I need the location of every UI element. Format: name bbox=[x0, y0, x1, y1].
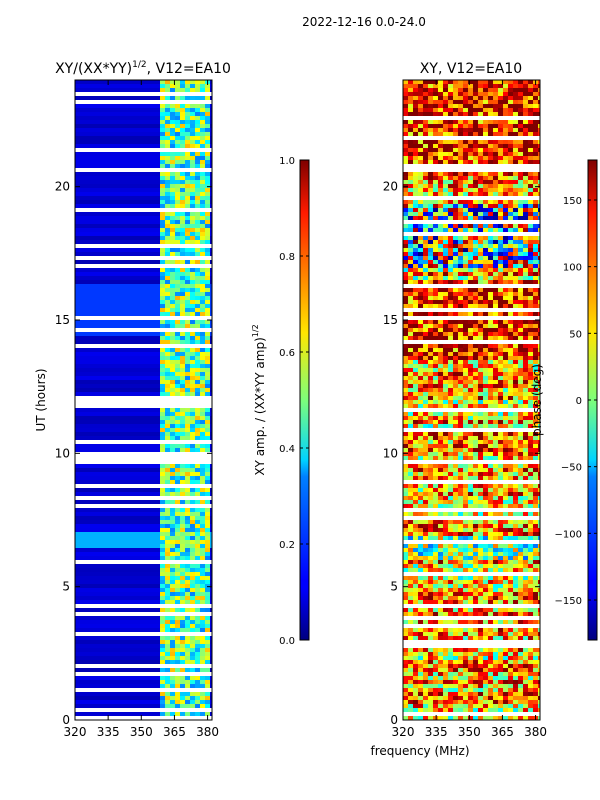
phase-colorbar-label: phase (deg) bbox=[530, 364, 544, 436]
y-tick-label: 0 bbox=[62, 713, 70, 727]
colorbar-tick-label: 1.0 bbox=[279, 156, 295, 167]
frequency-xlabel: frequency (MHz) bbox=[370, 744, 469, 758]
amplitude-colorbar-label: XY amp. / (XX*YY amp)1/2 bbox=[251, 324, 267, 475]
phase-panel: XY, V12=EA10 320 335 350 365 380 0 5 10 15 20 fre… bbox=[370, 61, 547, 758]
x-tick-label: 335 bbox=[425, 725, 448, 739]
colorbar-tick-label: −150 bbox=[555, 596, 582, 607]
colorbar-tick-label: 0.2 bbox=[279, 540, 295, 551]
amplitude-axes-frame bbox=[74, 79, 213, 721]
amplitude-ylabel: UT (hours) bbox=[34, 368, 48, 431]
colorbar-tick-label: 50 bbox=[569, 329, 582, 340]
x-tick-label: 335 bbox=[97, 725, 120, 739]
colorbar-tick-label: 100 bbox=[563, 263, 582, 274]
amplitude-heatmap bbox=[75, 80, 212, 720]
x-tick-label: 350 bbox=[130, 725, 153, 739]
y-tick-label: 5 bbox=[62, 580, 70, 594]
x-tick-label: 365 bbox=[491, 725, 514, 739]
colorbar-tick-label: 0.0 bbox=[279, 636, 295, 647]
phase-axes-frame bbox=[402, 79, 541, 721]
x-tick-label: 320 bbox=[64, 725, 87, 739]
x-tick-label: 380 bbox=[524, 725, 547, 739]
y-tick-label: 20 bbox=[55, 180, 70, 194]
phase-colorbar: 150 100 50 0 −50 −100 −150 phase (deg) bbox=[530, 159, 598, 641]
colorbar-tick-label: 0 bbox=[576, 396, 582, 407]
x-tick-label: 350 bbox=[458, 725, 481, 739]
amplitude-title: XY/(XX*YY)1/2, V12=EA10 bbox=[55, 60, 231, 77]
amplitude-panel: XY/(XX*YY)1/2, V12=EA10 320 335 350 365 380 0… bbox=[34, 60, 231, 739]
y-tick-label: 5 bbox=[390, 580, 398, 594]
x-tick-label: 365 bbox=[163, 725, 186, 739]
colorbar-tick-label: −50 bbox=[561, 463, 582, 474]
y-tick-label: 15 bbox=[383, 313, 398, 327]
suptitle: 2022-12-16 0.0-24.0 bbox=[302, 15, 426, 29]
colorbar-tick-label: −100 bbox=[555, 529, 582, 540]
amplitude-colorbar-gradient bbox=[299, 159, 310, 641]
colorbar-tick-label: 0.4 bbox=[279, 444, 295, 455]
y-tick-label: 15 bbox=[55, 313, 70, 327]
x-tick-label: 380 bbox=[196, 725, 219, 739]
y-tick-label: 10 bbox=[55, 446, 70, 460]
x-tick-label: 320 bbox=[392, 725, 415, 739]
y-tick-label: 10 bbox=[383, 446, 398, 460]
y-tick-label: 20 bbox=[383, 180, 398, 194]
colorbar-tick-label: 0.8 bbox=[279, 252, 295, 263]
amplitude-colorbar: 0.0 0.2 0.4 0.6 0.8 1.0 XY amp. / (XX*YY amp)… bbox=[251, 156, 310, 647]
colorbar-tick-label: 0.6 bbox=[279, 348, 295, 359]
colorbar-tick-label: 150 bbox=[563, 196, 582, 207]
phase-title: XY, V12=EA10 bbox=[420, 61, 522, 77]
phase-heatmap bbox=[403, 80, 540, 720]
y-tick-label: 0 bbox=[390, 713, 398, 727]
